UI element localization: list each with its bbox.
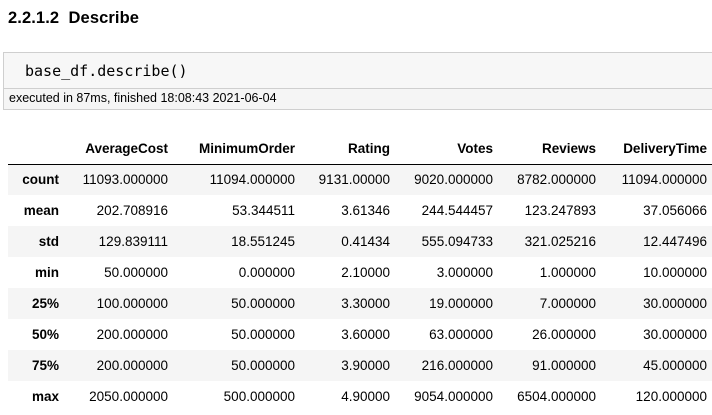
table-cell: 50.000000 — [231, 327, 295, 342]
row-label: 75% — [31, 358, 59, 373]
describe-output-table: AverageCost MinimumOrder Rating Votes Re… — [8, 133, 712, 412]
table-cell: 200.000000 — [96, 327, 168, 342]
table-cell: 50.000000 — [231, 358, 295, 373]
row-label: std — [38, 234, 59, 249]
table-index-header — [8, 133, 64, 165]
table-cell: 6504.000000 — [517, 389, 596, 404]
section-heading: 2.2.1.2 Describe — [8, 9, 140, 27]
table-cell: 500.000000 — [223, 389, 295, 404]
table-cell: 3.30000 — [341, 296, 390, 311]
table-cell: 244.544457 — [421, 203, 493, 218]
table-cell: 10.000000 — [643, 265, 707, 280]
table-cell: 202.708916 — [96, 203, 168, 218]
column-header: Votes — [395, 133, 498, 165]
table-row: mean 202.708916 53.344511 3.61346 244.54… — [8, 195, 712, 226]
table-cell: 321.025216 — [524, 234, 596, 249]
column-header: MinimumOrder — [173, 133, 300, 165]
table-cell: 120.000000 — [635, 389, 707, 404]
table-cell: 3.60000 — [341, 327, 390, 342]
table-cell: 2.10000 — [341, 265, 390, 280]
table-cell: 18.551245 — [231, 234, 295, 249]
column-header: Reviews — [498, 133, 601, 165]
row-label: mean — [23, 203, 59, 218]
table-row: 75% 200.000000 50.000000 3.90000 216.000… — [8, 350, 712, 381]
table-row: 50% 200.000000 50.000000 3.60000 63.0000… — [8, 319, 712, 350]
table-cell: 123.247893 — [524, 203, 596, 218]
column-header: DeliveryTime — [601, 133, 712, 165]
table-row: 25% 100.000000 50.000000 3.30000 19.0000… — [8, 288, 712, 319]
execution-time-bar: executed in 87ms, finished 18:08:43 2021… — [3, 89, 712, 110]
code-cell-source[interactable]: base_df.describe() — [25, 62, 188, 80]
table-cell: 30.000000 — [643, 327, 707, 342]
row-label: 50% — [31, 327, 59, 342]
table-row: std 129.839111 18.551245 0.41434 555.094… — [8, 226, 712, 257]
column-header: AverageCost — [64, 133, 173, 165]
execution-time-text: executed in 87ms, finished 18:08:43 2021… — [9, 91, 277, 105]
table-cell: 216.000000 — [421, 358, 493, 373]
code-cell-input[interactable]: base_df.describe() — [3, 52, 712, 89]
table-cell: 11093.000000 — [82, 172, 168, 188]
table-cell: 63.000000 — [429, 327, 493, 342]
table-cell: 26.000000 — [532, 327, 596, 342]
table-cell: 3.90000 — [341, 358, 390, 373]
row-label: 25% — [31, 296, 59, 311]
row-label: count — [22, 172, 59, 188]
table-cell: 3.000000 — [436, 265, 493, 280]
table-cell: 0.000000 — [238, 265, 295, 280]
row-label: min — [34, 265, 59, 280]
table-cell: 100.000000 — [96, 296, 168, 311]
table-cell: 7.000000 — [539, 296, 596, 311]
table-row: count 11093.000000 11094.000000 9131.000… — [8, 164, 712, 195]
table-cell: 1.000000 — [539, 265, 596, 280]
table-cell: 0.41434 — [341, 234, 390, 249]
table-cell: 9020.000000 — [414, 172, 493, 188]
table-cell: 129.839111 — [98, 234, 168, 249]
table-cell: 11094.000000 — [209, 172, 295, 188]
table-cell: 3.61346 — [341, 203, 390, 218]
table-cell: 9054.000000 — [414, 389, 493, 404]
table-cell: 91.000000 — [532, 358, 596, 373]
table-header-row: AverageCost MinimumOrder Rating Votes Re… — [8, 133, 712, 165]
table-cell: 19.000000 — [429, 296, 493, 311]
table-cell: 45.000000 — [643, 358, 707, 373]
table-cell: 2050.000000 — [89, 389, 168, 404]
table-cell: 37.056066 — [643, 203, 707, 218]
table-cell: 555.094733 — [421, 234, 493, 249]
table-cell: 11094.000000 — [621, 172, 707, 188]
table-cell: 12.447496 — [643, 234, 707, 249]
table-row: max 2050.000000 500.000000 4.90000 9054.… — [8, 381, 712, 412]
table-cell: 4.90000 — [341, 389, 390, 404]
table-cell: 30.000000 — [643, 296, 707, 311]
row-label: max — [31, 389, 59, 404]
table-cell: 9131.00000 — [318, 172, 390, 188]
table-cell: 50.000000 — [104, 265, 168, 280]
table-cell: 50.000000 — [231, 296, 295, 311]
table-cell: 8782.000000 — [517, 172, 596, 188]
table-cell: 200.000000 — [96, 358, 168, 373]
table-row: min 50.000000 0.000000 2.10000 3.000000 … — [8, 257, 712, 288]
column-header: Rating — [300, 133, 395, 165]
table-cell: 53.344511 — [232, 203, 295, 218]
